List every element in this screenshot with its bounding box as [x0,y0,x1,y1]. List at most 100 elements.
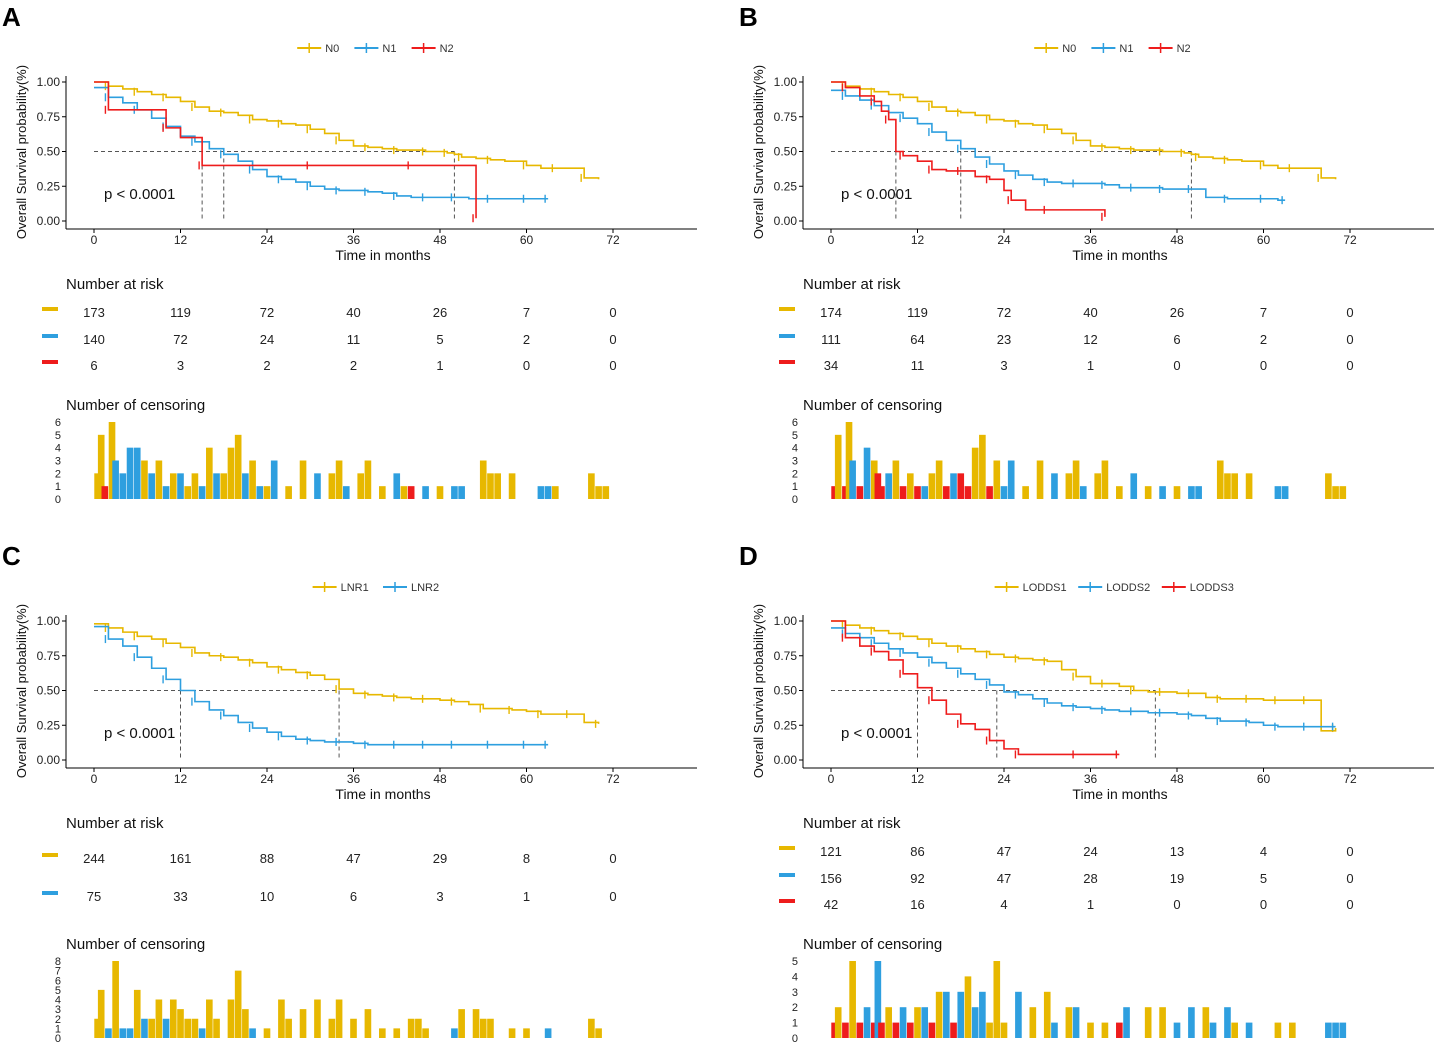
censor-bar [544,1028,552,1038]
y-axis-label: Overall Survival probability(%) [14,65,29,239]
risk-value: 0 [1173,897,1180,912]
censor-bar [1188,486,1195,499]
legend: LNR1 LNR2 [312,582,439,594]
legend-label: LNR2 [411,582,439,594]
risk-value: 72 [260,305,274,320]
censor-bar [1065,473,1073,499]
censor-y-tick-label: 4 [792,971,798,983]
series-lodds2 [831,627,1336,731]
y-tick-label: 1.00 [774,614,798,628]
x-tick-label: 48 [1170,772,1184,786]
risk-value: 0 [1260,897,1267,912]
risk-row-n0: 173 119 72 40 26 7 0 [42,305,617,320]
risk-value: 0 [609,305,616,320]
censor-bar [1274,486,1282,499]
censor-y-tick-label: 5 [55,985,61,997]
x-axis-label: Time in months [1072,247,1167,263]
censor-y-tick-label: 1 [792,481,798,493]
x-tick-label: 12 [911,772,925,786]
censor-bar [451,1028,458,1038]
censor-bar [964,486,972,499]
censor-bar [162,1018,170,1038]
risk-value: 0 [1346,844,1353,859]
censor-bar [1231,473,1238,499]
risk-value: 140 [83,332,105,347]
censor-bar [1123,1007,1130,1038]
censor-bar [1000,486,1008,499]
censor-bar [834,1007,842,1038]
y-tick-label: 0.00 [37,753,61,767]
censor-bar [831,486,838,499]
risk-value: 244 [83,851,105,866]
panel-d: D LODDS1 LODDS2 LODDS3 0.00 0.25 0.50 0.75 1.00 0… [739,541,1434,1044]
censor-bar [169,999,177,1038]
risk-value: 47 [346,851,360,866]
risk-row-n2: 34 11 3 1 0 0 0 [779,358,1354,373]
legend-label: N2 [1177,43,1191,55]
y-tick-label: 0.75 [774,649,798,663]
censor-bar [1130,473,1138,499]
risk-value: 23 [997,332,1011,347]
censor-bar [263,486,271,499]
risk-value: 10 [260,889,274,904]
censor-y-tick-label: 3 [792,456,798,468]
censor-bar [198,486,206,499]
censor-bar [278,999,285,1038]
censor-bar [1144,486,1152,499]
censor-bar [1173,486,1181,499]
censor-bar [914,1007,921,1038]
censor-bar [213,1018,220,1038]
y-tick-label: 0.75 [37,649,61,663]
risk-value: 86 [910,844,924,859]
censor-bar [328,473,336,499]
censor-bars [94,961,602,1038]
series-lodds3 [831,620,1120,759]
legend-label: N1 [1119,43,1133,55]
risk-value: 2 [1260,332,1267,347]
censor-bar [119,1028,127,1038]
y-tick-label: 0.00 [774,214,798,228]
censor-y-tick-label: 8 [55,956,61,968]
risk-value: 6 [1173,332,1180,347]
censor-bar [971,447,979,499]
legend: N0 N1 N2 [297,43,454,55]
censor-y-tick-label: 6 [792,417,798,429]
censor-bar [950,1022,957,1038]
series-lodds1 [831,620,1337,733]
survival-curve [94,86,549,200]
censor-bar [364,460,372,499]
censor-bar [1079,486,1087,499]
censor-bar [155,999,163,1038]
series-n2 [831,81,1106,221]
censor-y-tick-label: 2 [792,1002,798,1014]
censor-bar [479,1018,487,1038]
censor-bar [177,473,184,499]
censor-bar [1116,1022,1123,1038]
risk-value: 0 [1346,897,1353,912]
risk-value: 24 [260,332,274,347]
censor-bar [335,999,343,1038]
censor-bar [928,1022,936,1038]
censor-bar [249,460,256,499]
censor-bar [198,1028,206,1038]
censor-bar [379,486,386,499]
risk-value: 0 [609,358,616,373]
legend-label: LNR1 [341,582,369,594]
censor-y-tick-label: 0 [792,494,798,506]
censor-bar [870,1022,878,1038]
censor-bar [234,970,242,1038]
censor-bar [119,473,127,499]
censor-bar [126,447,134,499]
censor-bar [227,999,235,1038]
censor-bar [242,1009,249,1038]
censor-bar [415,1018,422,1038]
risk-value: 1 [436,358,443,373]
censor-bar [845,422,853,499]
censor-bar [906,1022,914,1038]
censor-bar [105,1028,112,1038]
censor-bar [1051,473,1058,499]
risk-value: 24 [1083,844,1097,859]
censor-bar [1209,1022,1217,1038]
censor-bar [914,486,921,499]
censor-y-tick-label: 1 [792,1018,798,1030]
